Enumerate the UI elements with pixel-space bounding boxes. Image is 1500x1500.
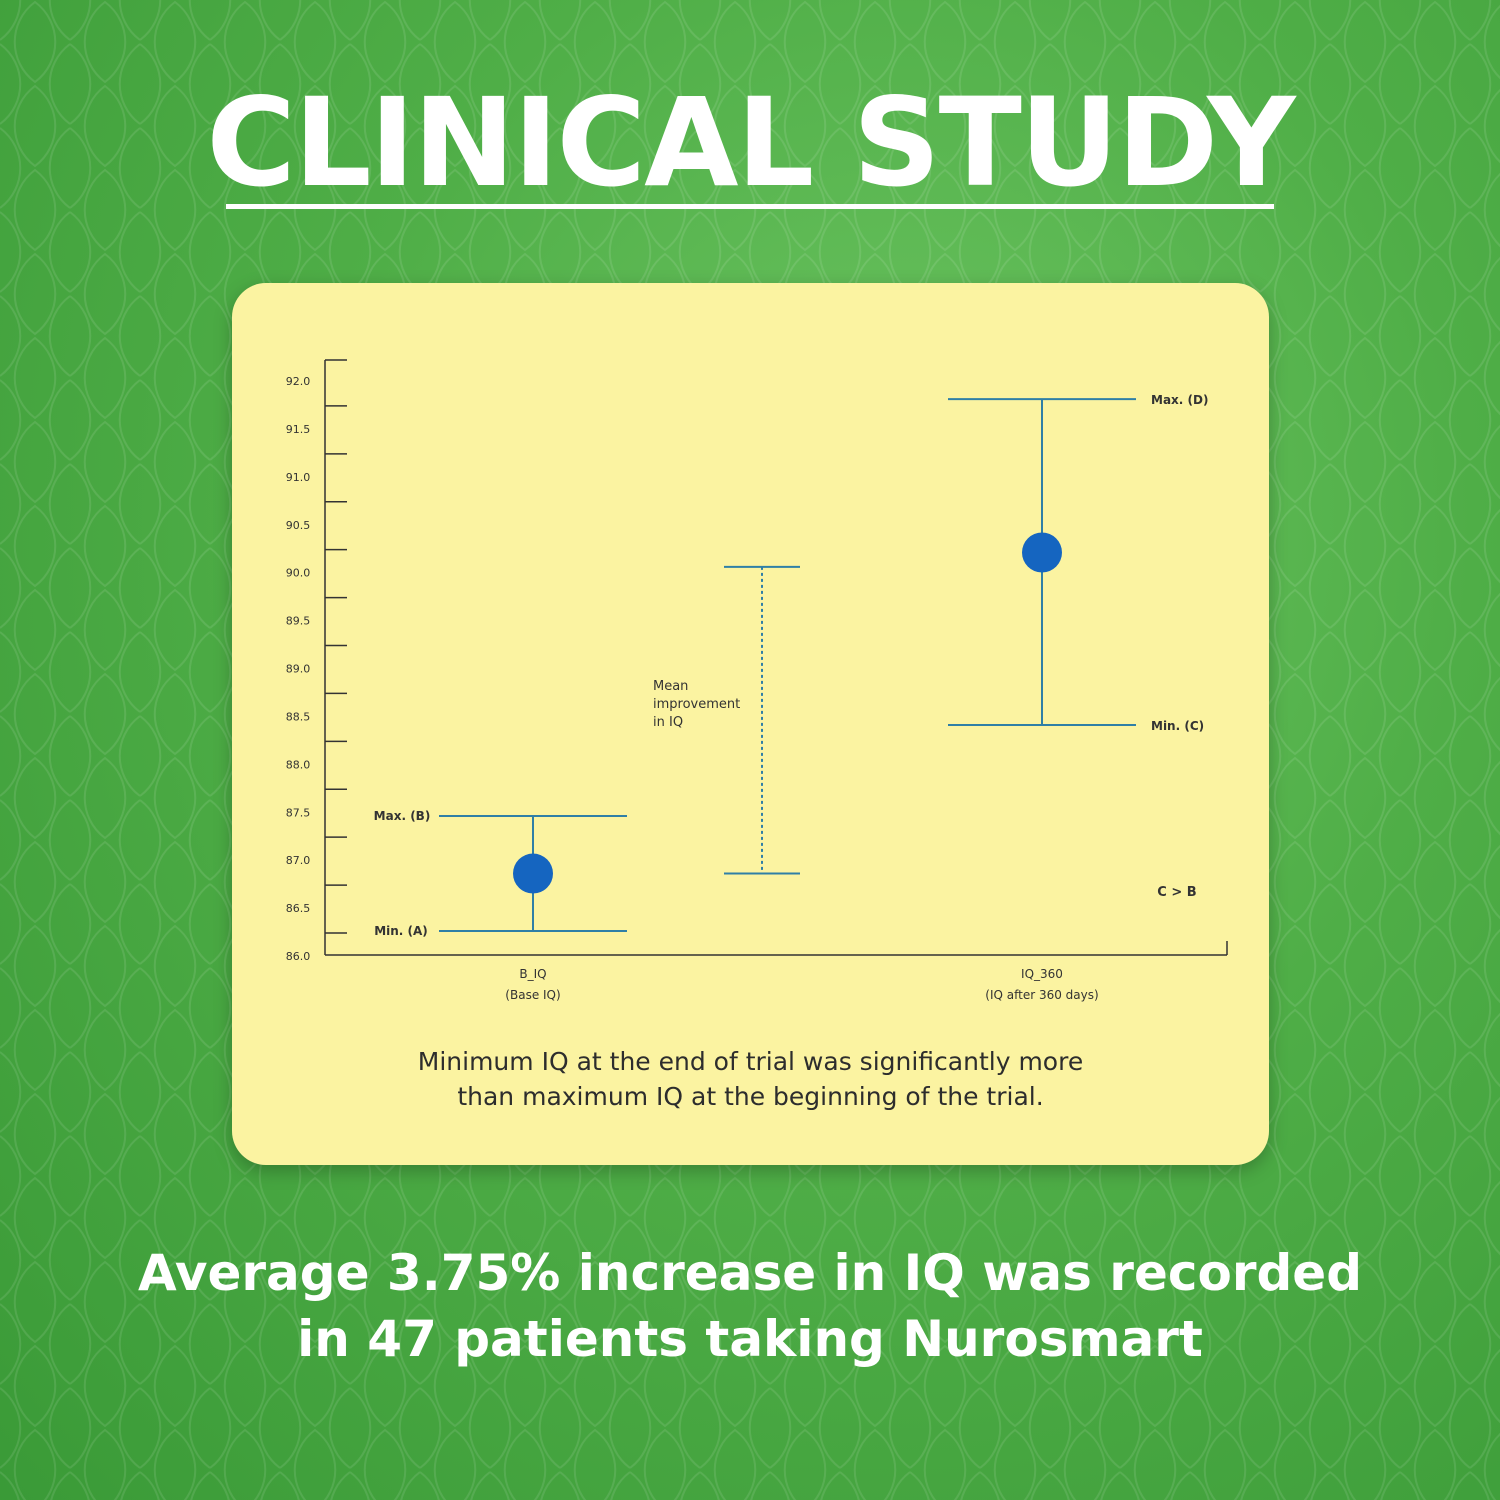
summary-line-2: in 47 patients taking Nurosmart (297, 1310, 1203, 1368)
y-tick-label: 89.0 (286, 663, 311, 676)
improvement-label: in IQ (653, 715, 683, 730)
y-axis (324, 359, 1228, 956)
y-tick-labels: 86.0 86.5 87.0 87.5 88.0 88.5 89.0 89.5 90.0 90.5… (286, 375, 311, 963)
improvement-label: improvement (653, 697, 740, 712)
x-tick-label: IQ_360 (1021, 967, 1063, 981)
caption-line-2: than maximum IQ at the beginning of the … (457, 1082, 1044, 1111)
result-summary: Average 3.75% increase in IQ was recorde… (0, 1240, 1500, 1372)
y-tick-label: 90.5 (286, 519, 311, 532)
annotation-c-gt-b: C > B (1157, 885, 1196, 900)
title-underline (226, 204, 1274, 209)
x-tick-labels: B_IQ (Base IQ) IQ_360 (IQ after 360 days) (505, 967, 1098, 1002)
mean-marker (513, 853, 553, 894)
error-bar-series: Max. (B) Min. (A) Max. (D) Min. (C) (374, 393, 1209, 938)
y-tick-label: 86.5 (286, 902, 311, 915)
y-tick-label: 90.0 (286, 567, 311, 580)
min-label: Min. (C) (1151, 719, 1204, 733)
improvement-label: Mean (653, 679, 688, 694)
error-bar-b-iq: Max. (B) Min. (A) (374, 809, 627, 938)
x-tick-sublabel: (IQ after 360 days) (985, 988, 1098, 1002)
error-bar-iq-360: Max. (D) Min. (C) (948, 393, 1208, 733)
y-tick-label: 88.5 (286, 710, 311, 723)
x-tick-sublabel: (Base IQ) (505, 988, 560, 1002)
summary-line-1: Average 3.75% increase in IQ was recorde… (137, 1244, 1363, 1302)
x-tick-label: B_IQ (519, 967, 546, 981)
max-label: Max. (B) (374, 809, 431, 823)
y-tick-label: 89.5 (286, 615, 311, 628)
y-tick-label: 92.0 (286, 375, 311, 388)
y-tick-label: 91.0 (286, 471, 311, 484)
y-tick-label: 88.0 (286, 758, 311, 771)
page-title: CLINICAL STUDY (206, 72, 1295, 214)
y-tick-label: 91.5 (286, 423, 311, 436)
y-tick-label: 87.0 (286, 854, 311, 867)
min-label: Min. (A) (374, 924, 428, 938)
y-tick-label: 86.0 (286, 950, 311, 963)
mean-marker (1022, 532, 1062, 573)
max-label: Max. (D) (1151, 393, 1208, 407)
chart-caption: Minimum IQ at the end of trial was signi… (232, 1044, 1269, 1114)
caption-line-1: Minimum IQ at the end of trial was signi… (417, 1047, 1084, 1076)
y-tick-label: 87.5 (286, 806, 311, 819)
mean-improvement: Mean improvement in IQ (653, 565, 800, 875)
